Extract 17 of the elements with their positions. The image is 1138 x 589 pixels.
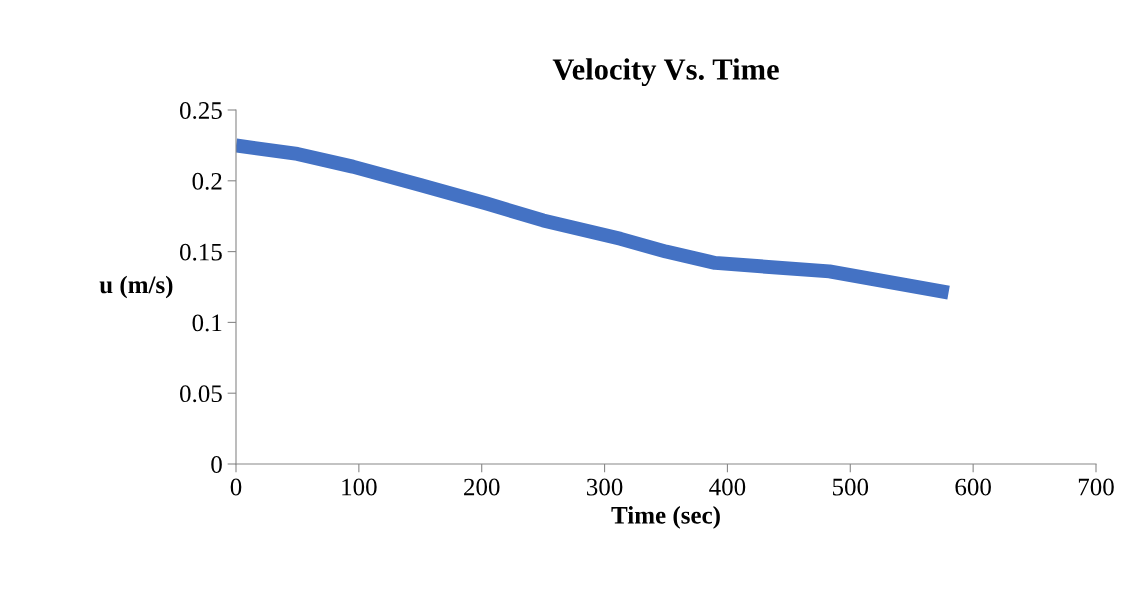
x-tick-label: 600	[955, 478, 991, 496]
y-tick-label: 0.2	[192, 172, 222, 190]
x-tick-label: 0	[230, 478, 242, 496]
x-axis-title: Time (sec)	[611, 506, 720, 529]
x-tick-label: 700	[1078, 478, 1114, 496]
y-tick-label: 0.15	[180, 243, 222, 261]
x-tick-label: 400	[709, 478, 746, 496]
chart-title: Velocity Vs. Time	[552, 58, 779, 87]
x-tick-label: 200	[464, 478, 500, 496]
x-tick-label: 100	[342, 478, 377, 496]
x-tick-label: 300	[587, 478, 623, 496]
y-tick-label: 0.1	[192, 314, 222, 332]
y-axis-title: u (m/s)	[99, 275, 173, 299]
y-tick-label: 0.05	[180, 385, 222, 403]
y-tick-label: 0	[211, 456, 222, 473]
y-tick-label: 0.25	[180, 102, 222, 120]
x-tick-label: 500	[832, 478, 869, 496]
